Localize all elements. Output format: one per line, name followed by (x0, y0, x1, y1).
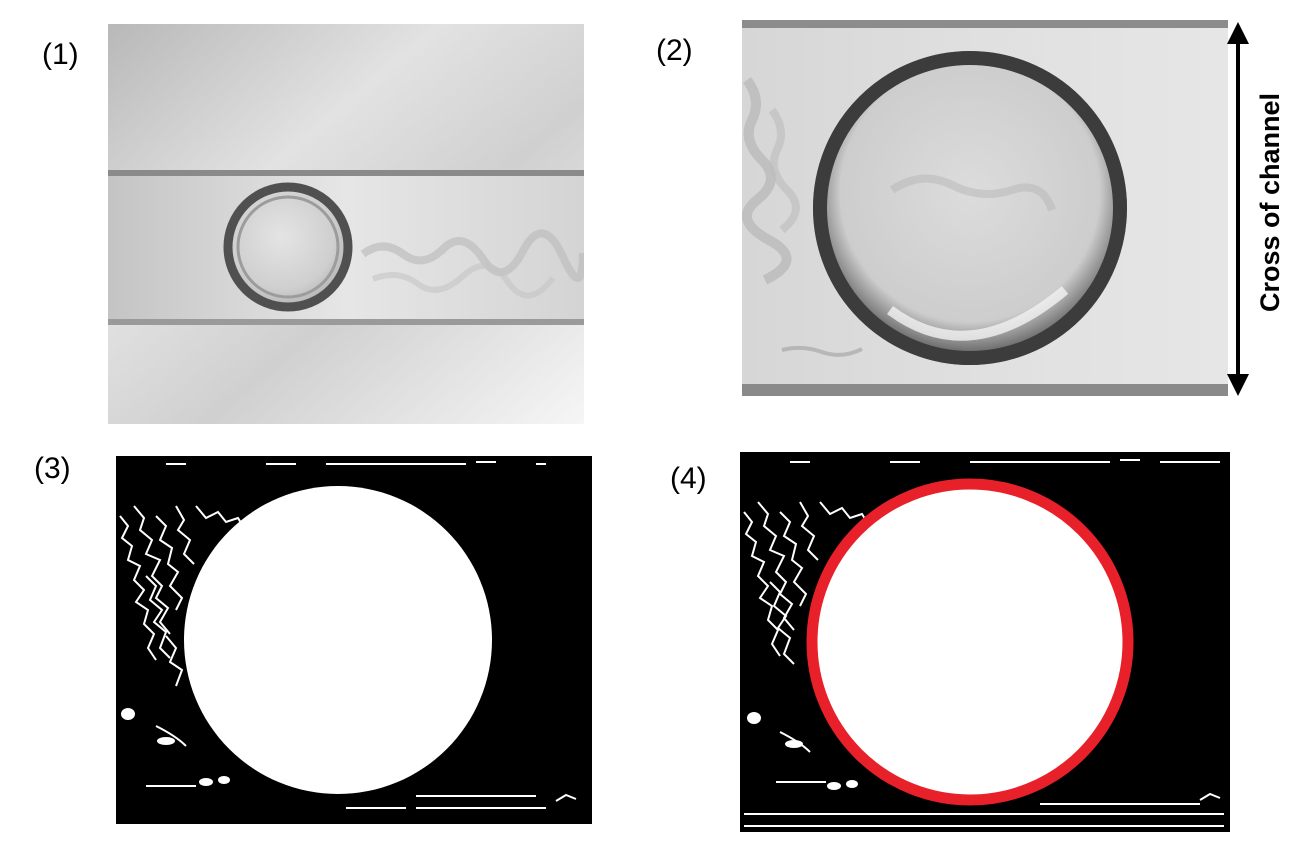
droplet-photo-zoomed (742, 20, 1228, 396)
droplet-photo-small (108, 24, 584, 424)
panel-label-1: (1) (42, 38, 79, 71)
circle-fit-image (740, 452, 1230, 832)
panel-label-4: (4) (670, 462, 707, 495)
fitted-circle (806, 478, 1134, 806)
edge-detection-image (116, 456, 592, 824)
cross-of-channel-label: Cross of channel (1255, 92, 1285, 312)
panel-label-2: (2) (656, 34, 693, 67)
cross-of-channel-arrow (1226, 20, 1250, 398)
panel-label-3: (3) (34, 452, 71, 485)
